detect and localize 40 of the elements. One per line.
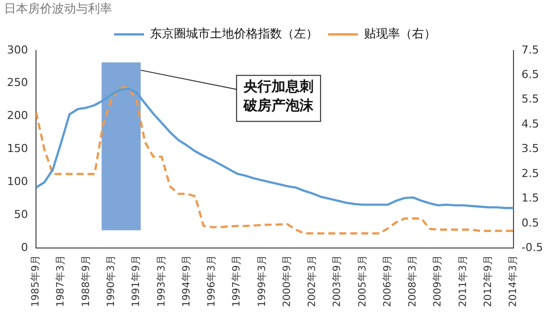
x-tick-label: 2012年9月 <box>482 255 494 307</box>
y2-tick-label: 0.5 <box>522 216 540 230</box>
x-tick-label: 1993年3月 <box>155 255 168 307</box>
x-tick-label: 2011年3月 <box>456 255 469 307</box>
chart-title: 日本房价波动与利率 <box>4 1 112 16</box>
x-tick-label: 1985年9月 <box>30 255 42 307</box>
y2-tick-label: 3.5 <box>522 142 540 156</box>
y-tick-label: 50 <box>14 208 28 222</box>
y2-tick-label: 7.5 <box>522 43 540 56</box>
y-tick-label: 300 <box>6 43 28 56</box>
x-tick-label: 1991年9月 <box>130 255 142 307</box>
x-tick-label: 1999年3月 <box>256 255 268 307</box>
annotation: 央行加息刺破房产泡沫 <box>242 79 315 114</box>
y-tick-label: 200 <box>6 109 28 122</box>
x-tick-label: 2009年9月 <box>432 255 444 307</box>
x-tick-label: 1990年3月 <box>104 255 117 307</box>
y2-tick-label: 5.5 <box>522 92 540 106</box>
x-tick-label: 2000年9月 <box>280 255 293 307</box>
x-tick-label: 2005年3月 <box>356 255 368 307</box>
y2-tick-label: -0.5 <box>522 241 544 254</box>
x-tick-label: 1987年3月 <box>54 255 67 307</box>
x-tick-label: 1996年3月 <box>206 255 218 307</box>
x-tick-label: 2014年3月 <box>507 255 520 307</box>
x-tick-label: 1994年9月 <box>180 255 192 307</box>
y-tick-label: 250 <box>6 76 28 90</box>
x-tick-label: 2003年9月 <box>331 255 344 307</box>
y-tick-label: 0 <box>20 241 28 254</box>
x-tick-label: 1997年9月 <box>230 255 243 307</box>
x-tick-label: 2006年9月 <box>381 255 394 307</box>
y-tick-label: 150 <box>6 142 28 156</box>
y2-tick-label: 1.5 <box>522 192 540 205</box>
y2-tick-label: 6.5 <box>522 68 540 81</box>
legend-label: 东京圈城市土地价格指数（左） <box>150 26 318 41</box>
legend-label: 贴现率（右） <box>364 26 436 41</box>
y2-tick-label: 4.5 <box>522 117 540 130</box>
y-tick-label: 100 <box>6 175 28 188</box>
x-tick-label: 1988年9月 <box>80 255 92 307</box>
x-tick-label: 2008年3月 <box>406 255 419 307</box>
x-tick-label: 2002年3月 <box>306 255 318 307</box>
y2-tick-label: 2.5 <box>522 166 540 180</box>
